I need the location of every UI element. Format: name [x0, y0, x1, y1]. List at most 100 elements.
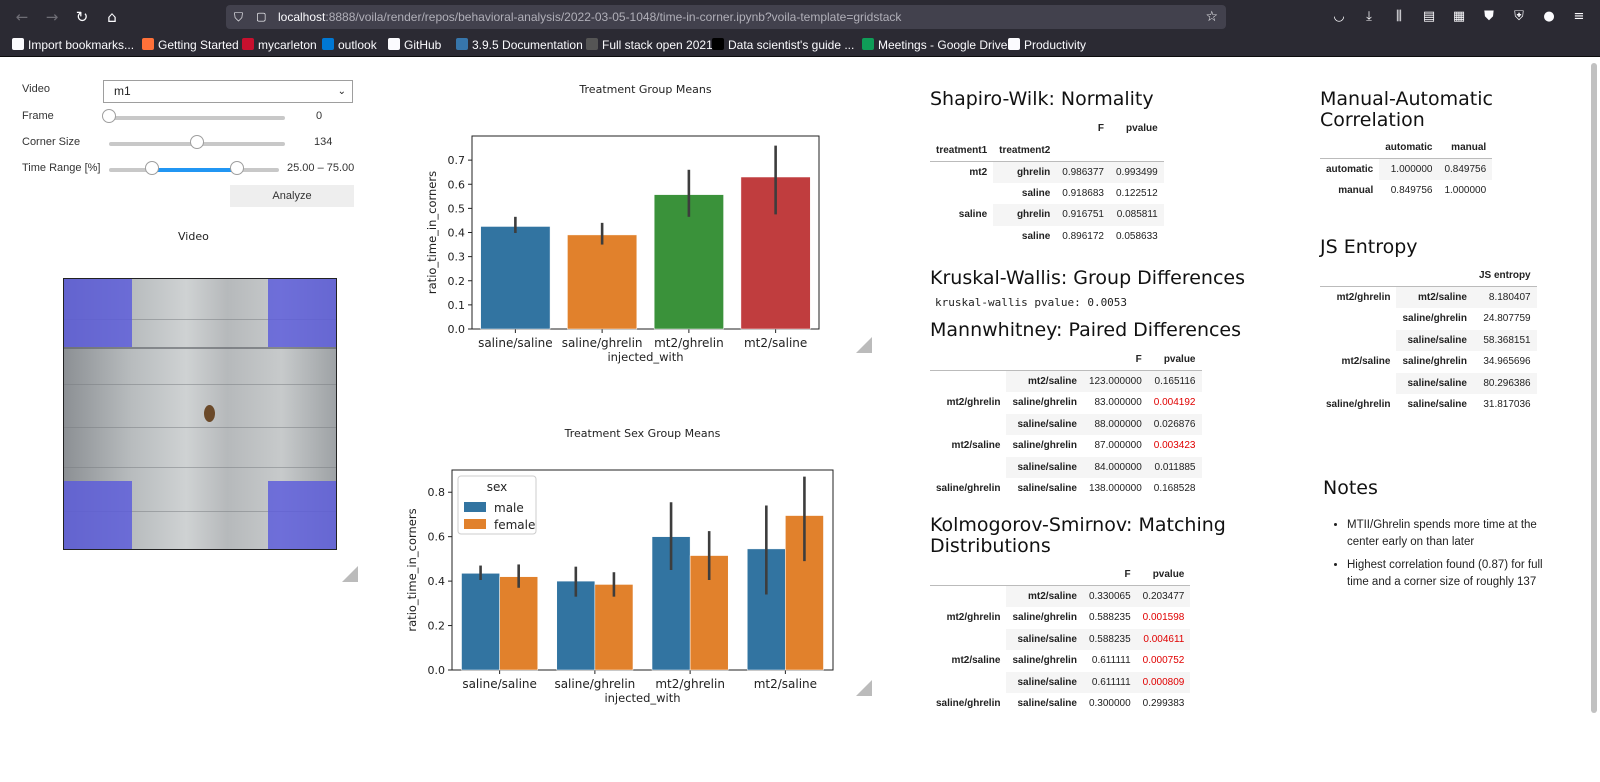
back-arrow-icon[interactable]: ←	[15, 8, 29, 26]
frame-readout: 0	[316, 110, 323, 122]
kolmogorov-table-body: mt2/saline 0.330065 0.203477 mt2/ghrelin sal…	[930, 585, 1191, 715]
bookmark-item[interactable]: 3.9.5 Documentation	[456, 37, 583, 54]
reload-icon[interactable]: ↻	[75, 8, 89, 26]
corner-size-readout: 134	[314, 136, 333, 148]
header-cell	[930, 349, 1007, 371]
resize-handle-icon[interactable]	[856, 337, 872, 353]
bookmark-item[interactable]: Meetings - Google Drive	[862, 37, 1007, 54]
resize-handle-icon[interactable]	[342, 566, 358, 582]
pvalue-cell: 0.000809	[1136, 671, 1191, 693]
x-tick-label: mt2/saline	[754, 677, 817, 691]
time-range-high-thumb[interactable]	[229, 161, 244, 175]
menu-icon[interactable]: ≡	[1573, 9, 1585, 24]
entropy-table-body: mt2/ghrelin mt2/saline 8.180407 saline/ghre…	[1320, 286, 1537, 416]
pocket-icon[interactable]: ◡	[1333, 9, 1345, 24]
column-header-pvalue: pvalue	[1136, 564, 1191, 586]
f-cell: 0.588235	[1088, 612, 1131, 624]
x-tick-label: saline/saline	[462, 677, 537, 691]
video-title: Video	[178, 230, 209, 243]
analyze-button[interactable]: Analyze	[230, 185, 354, 207]
row-index-level2: saline/ghrelin	[1012, 440, 1077, 452]
frame-label: Frame	[22, 110, 54, 122]
header-cell	[993, 118, 1056, 140]
url-path: :8888/voila/render/repos/behavioral-anal…	[325, 10, 902, 24]
forward-arrow-icon[interactable]: →	[45, 8, 59, 26]
bookmark-item[interactable]: Full stack open 2021	[586, 37, 713, 54]
pvalue-cell: 0.168528	[1153, 483, 1196, 495]
bookmark-favicon-icon	[1008, 38, 1020, 50]
x-axis-label: injected_with	[604, 691, 680, 705]
pvalue-cell: 0.058633	[1116, 230, 1158, 242]
row-index-level2: saline/saline	[1017, 483, 1077, 495]
sidebar-icon[interactable]: ▤	[1422, 9, 1436, 24]
entropy-title: JS Entropy	[1320, 236, 1418, 258]
bookmark-item[interactable]: Data scientist's guide ...	[712, 37, 854, 54]
tracking-shield-icon[interactable]: ⛉	[234, 10, 244, 24]
pvalue-cell: 0.026876	[1147, 413, 1202, 435]
f-cell: 87.000000	[1094, 440, 1142, 452]
extension-icon[interactable]: ●	[1543, 9, 1555, 24]
js-entropy-cell: 34.965696	[1483, 356, 1531, 368]
correlation-table-body: automatic 1.000000 0.849756 manual 0.849756 1…	[1320, 158, 1493, 202]
correlation-table: automatic manual automatic 1.000000 0.84975…	[1320, 137, 1493, 202]
row-index-level2: saline/saline	[1006, 671, 1083, 693]
y-tick-label: 0.4	[428, 575, 446, 588]
pvalue-cell: 0.004192	[1153, 397, 1196, 409]
index-header-treatment2: treatment2	[993, 139, 1057, 162]
reader-icon[interactable]: ▦	[1452, 9, 1466, 24]
row-index-level1: saline/ghrelin	[936, 698, 1001, 710]
y-tick-label: 0.0	[448, 323, 466, 336]
legend-swatch	[464, 502, 486, 512]
url-bar[interactable]: ⛉ ▢ localhost:8888/voila/render/repos/be…	[226, 5, 1226, 29]
bookmark-item[interactable]: outlook	[322, 37, 377, 54]
row-index-level1: mt2/saline	[951, 655, 1001, 667]
header-cell	[1006, 564, 1083, 586]
ublock-icon[interactable]: ⛊	[1484, 9, 1494, 24]
time-range-low-thumb[interactable]	[144, 161, 159, 175]
bar	[594, 584, 634, 671]
shapiro-title: Shapiro-Wilk: Normality	[930, 88, 1154, 110]
bookmark-label: 3.9.5 Documentation	[472, 38, 583, 52]
page-info-icon[interactable]: ▢	[256, 10, 267, 23]
note-item: MTII/Ghrelin spends more time at the cen…	[1347, 517, 1563, 551]
x-tick-label: saline/saline	[478, 336, 553, 350]
manual-cell: 0.849756	[1438, 158, 1493, 180]
browser-chrome: ← → ↻ ⌂ ⛉ ▢ localhost:8888/voila/render/…	[0, 0, 1600, 57]
js-entropy-cell: 8.180407	[1472, 286, 1537, 308]
resize-handle-icon[interactable]	[856, 680, 872, 696]
chart-title: Treatment Group Means	[578, 83, 711, 96]
automatic-cell: 0.849756	[1390, 185, 1433, 197]
bookmark-item[interactable]: Productivity	[1008, 37, 1086, 54]
column-header-js-entropy: JS entropy	[1472, 265, 1537, 287]
corner-size-slider-thumb[interactable]	[190, 135, 204, 149]
frame-slider-track[interactable]	[109, 116, 285, 120]
f-cell: 88.000000	[1082, 413, 1148, 435]
video-select[interactable]: m1 ⌄	[103, 80, 353, 103]
bookmark-item[interactable]: Import bookmarks...	[12, 37, 134, 54]
bookmark-item[interactable]: mycarleton	[242, 37, 317, 54]
row-index-level2: saline	[1021, 187, 1051, 199]
home-icon[interactable]: ⌂	[107, 8, 117, 26]
bookmark-star-icon[interactable]: ☆	[1205, 9, 1218, 25]
f-cell: 0.986377	[1056, 161, 1110, 183]
corner-region-bottom-right	[268, 481, 336, 549]
bookmark-favicon-icon	[142, 38, 154, 50]
x-tick-label: mt2/ghrelin	[654, 336, 724, 350]
row-index-level1: mt2	[969, 166, 988, 178]
frame-slider-thumb[interactable]	[102, 109, 116, 123]
x-tick-label: saline/ghrelin	[562, 336, 643, 350]
cage-line	[64, 319, 336, 320]
row-index-level2: saline/ghrelin	[1402, 313, 1467, 325]
url-host: localhost	[278, 10, 326, 24]
url-text[interactable]: localhost:8888/voila/render/repos/behavi…	[278, 9, 901, 25]
page-scrollbar[interactable]	[1591, 63, 1597, 713]
bookmark-item[interactable]: GitHub	[388, 37, 441, 54]
corner-region-top-right	[268, 279, 336, 347]
bookmarks-toolbar: Import bookmarks... Getting Started mycarl…	[0, 34, 1600, 57]
downloads-icon[interactable]: ⤓	[1366, 9, 1372, 24]
bookmark-item[interactable]: Getting Started	[142, 37, 239, 54]
row-index-level2: saline/ghrelin	[1402, 356, 1467, 368]
library-icon[interactable]: ⫼	[1396, 9, 1402, 24]
bitwarden-icon[interactable]: ⛨	[1514, 9, 1524, 24]
